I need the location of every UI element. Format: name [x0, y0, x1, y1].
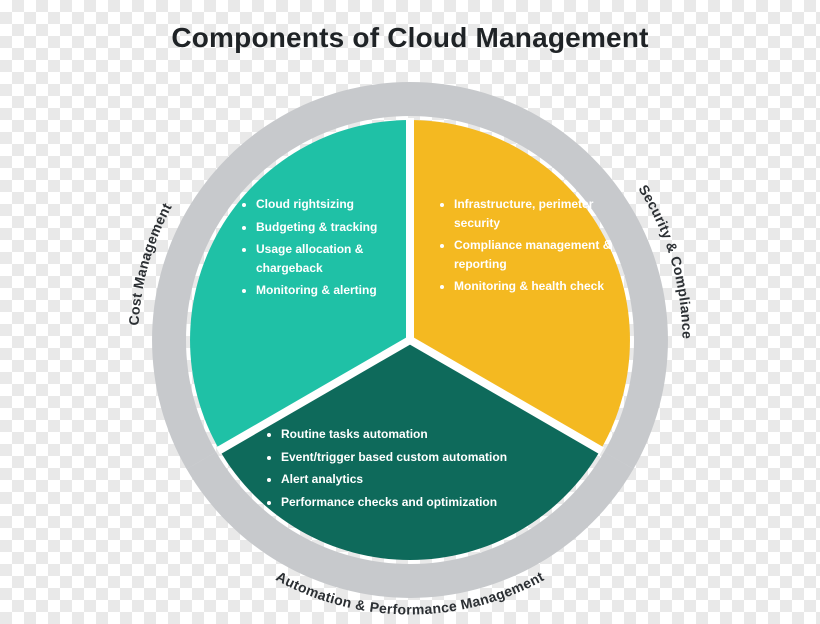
bullet: Event/trigger based custom automation	[281, 448, 565, 467]
bullets-security: Infrastructure, perimeter security Compl…	[438, 195, 623, 300]
bullet: Performance checks and optimization	[281, 493, 565, 512]
bullets-automation: Routine tasks automation Event/trigger b…	[265, 425, 565, 515]
bullet: Alert analytics	[281, 470, 565, 489]
bullet: Compliance management & reporting	[454, 236, 623, 273]
cloud-management-pie: Cost Management Security & Compliance Au…	[0, 0, 820, 624]
diagram-stage: Components of Cloud Management	[0, 0, 820, 624]
bullet: Routine tasks automation	[281, 425, 565, 444]
bullets-cost: Cloud rightsizing Budgeting & tracking U…	[240, 195, 415, 304]
bullet: Monitoring & alerting	[256, 281, 415, 300]
bullet: Cloud rightsizing	[256, 195, 415, 214]
bullet: Budgeting & tracking	[256, 218, 415, 237]
bullet: Infrastructure, perimeter security	[454, 195, 623, 232]
bullet: Monitoring & health check	[454, 277, 623, 296]
bullet: Usage allocation & chargeback	[256, 240, 415, 277]
